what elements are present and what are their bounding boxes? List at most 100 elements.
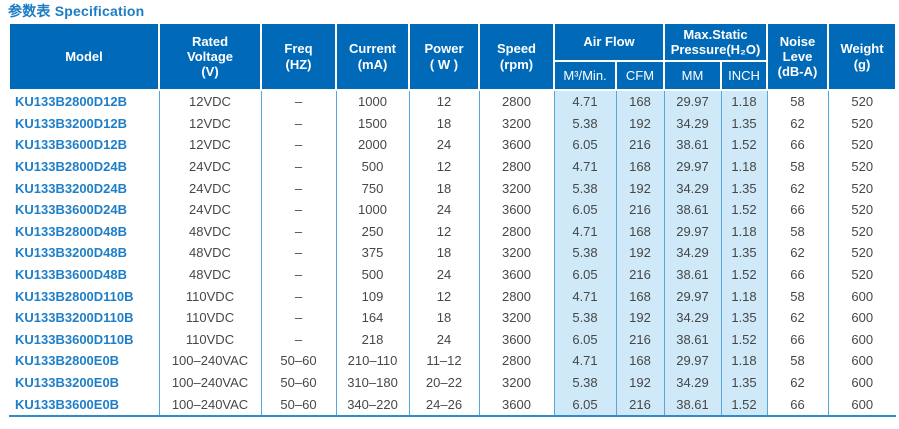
cell-weight: 520 [827, 220, 896, 243]
cell-current: 1000 [335, 198, 409, 221]
cell-freq: – [260, 242, 336, 264]
cell-rated_voltage: 48VDC [158, 242, 261, 264]
cell-noise_level: 62 [766, 177, 828, 199]
cell-model: KU133B2800E0B [15, 353, 120, 369]
cell-power: 18 [408, 112, 479, 135]
cell-weight: 520 [827, 242, 896, 264]
cell-weight: 520 [827, 263, 896, 286]
cell-model: KU133B2800D24B [15, 159, 128, 175]
cell-rated_voltage: 100–240VAC [158, 393, 261, 416]
cell-airflow_cfm: 192 [615, 177, 664, 199]
cell-airflow_m3min: 4.71 [553, 285, 616, 307]
table-row: KU133B2800D12B 12VDC –1000 12 2800 4.71 168 29.… [9, 90, 896, 113]
cell-airflow_m3min: 5.38 [553, 306, 616, 329]
cell-pressure_inch: 1.52 [720, 393, 767, 416]
cell-pressure_inch: 1.18 [720, 90, 767, 113]
cell-noise_level: 62 [766, 306, 828, 329]
cell-weight: 520 [827, 177, 896, 199]
cell-current: 340–220 [335, 393, 409, 416]
cell-rated_voltage: 24VDC [158, 155, 261, 178]
cell-pressure_inch: 1.18 [720, 285, 767, 307]
cell-airflow_cfm: 192 [615, 371, 664, 394]
cell-pressure_mm: 29.97 [663, 285, 721, 307]
cell-power: 20–22 [408, 371, 479, 394]
cell-weight: 520 [827, 112, 896, 135]
table-row: KU133B3600D24B 24VDC –1000 24 3600 6.05 216 38.… [9, 198, 896, 221]
cell-pressure_mm: 38.61 [663, 263, 721, 286]
cell-model: KU133B3200D24B [15, 180, 128, 196]
cell-airflow_cfm: 168 [615, 220, 664, 243]
table-row: KU133B3200E0B 100–240VAC 50–60 310–180 20–22… [9, 371, 896, 394]
col-header-cfm: CFM [615, 60, 665, 91]
table-row: KU133B2800E0B 100–240VAC 50–60 210–110 11–12… [9, 350, 896, 372]
cell-power: 24 [408, 263, 479, 286]
cell-power: 24–26 [408, 393, 479, 416]
cell-freq: – [260, 177, 336, 199]
cell-pressure_mm: 34.29 [663, 242, 721, 264]
cell-pressure_mm: 34.29 [663, 306, 721, 329]
cell-speed: 3200 [478, 242, 554, 264]
cell-freq: – [260, 198, 336, 221]
cell-airflow_m3min: 4.71 [553, 90, 616, 113]
cell-speed: 3600 [478, 328, 554, 351]
cell-power: 18 [408, 242, 479, 264]
cell-noise_level: 58 [766, 285, 828, 307]
spec-table-body: KU133B2800D12B 12VDC –1000 12 2800 4.71 168 29.… [9, 90, 896, 416]
col-header-m3min: M³/Min. [553, 60, 617, 91]
cell-model: KU133B3200D110B [15, 310, 134, 326]
cell-pressure_inch: 1.18 [720, 350, 767, 372]
table-row: KU133B3600D48B 48VDC –500 24 3600 6.05 216 38.6… [9, 263, 896, 286]
cell-pressure_inch: 1.35 [720, 306, 767, 329]
table-row: KU133B3200D12B 12VDC –1500 18 3200 5.38 192 34.… [9, 112, 896, 135]
cell-speed: 3200 [478, 306, 554, 329]
col-header-inch: INCH [720, 60, 768, 91]
header-row-main: Model Rated Voltage (V) Freq (HZ) Curren… [8, 22, 897, 91]
cell-pressure_mm: 29.97 [663, 90, 721, 113]
cell-airflow_m3min: 6.05 [553, 393, 616, 416]
cell-airflow_m3min: 4.71 [553, 350, 616, 372]
cell-speed: 3600 [478, 263, 554, 286]
table-header: Model Rated Voltage (V) Freq (HZ) Curren… [8, 22, 897, 91]
cell-speed: 2800 [478, 350, 554, 372]
specification-table: Model Rated Voltage (V) Freq (HZ) Curren… [8, 22, 897, 417]
cell-noise_level: 58 [766, 350, 828, 372]
cell-noise_level: 62 [766, 371, 828, 394]
cell-model: KU133B3600D24B [15, 202, 128, 218]
cell-airflow_cfm: 216 [615, 198, 664, 221]
col-header-speed: Speed (rpm) [478, 22, 555, 91]
cell-current: 250 [335, 220, 409, 243]
col-header-current: Current (mA) [335, 22, 410, 91]
cell-speed: 2800 [478, 155, 554, 178]
cell-weight: 600 [827, 350, 896, 372]
cell-pressure_inch: 1.52 [720, 134, 767, 156]
cell-pressure_mm: 38.61 [663, 134, 721, 156]
col-header-air-flow: Air Flow [553, 22, 665, 62]
cell-pressure_mm: 38.61 [663, 393, 721, 416]
cell-pressure_mm: 38.61 [663, 328, 721, 351]
col-header-static-pressure: Max.Static Pressure(H₂O) [663, 22, 768, 62]
cell-freq: – [260, 306, 336, 329]
cell-noise_level: 66 [766, 328, 828, 351]
cell-current: 375 [335, 242, 409, 264]
cell-speed: 3200 [478, 371, 554, 394]
cell-freq: – [260, 263, 336, 286]
cell-weight: 600 [827, 328, 896, 351]
header-row-sub: M³/Min. CFM MM INCH [9, 60, 896, 91]
table-row: KU133B2800D110B 110VDC –109 12 2800 4.71 168 29… [9, 285, 896, 307]
cell-model: KU133B2800D48B [15, 223, 128, 239]
cell-rated_voltage: 48VDC [158, 263, 261, 286]
cell-power: 24 [408, 198, 479, 221]
cell-power: 11–12 [408, 350, 479, 372]
cell-airflow_cfm: 192 [615, 306, 664, 329]
cell-current: 310–180 [335, 371, 409, 394]
cell-airflow_cfm: 216 [615, 263, 664, 286]
cell-power: 24 [408, 134, 479, 156]
cell-weight: 520 [827, 90, 896, 113]
cell-model: KU133B3600E0B [15, 396, 120, 412]
cell-noise_level: 66 [766, 393, 828, 416]
cell-weight: 520 [827, 155, 896, 178]
cell-freq: – [260, 328, 336, 351]
cell-noise_level: 62 [766, 242, 828, 264]
cell-model: KU133B3600D48B [15, 267, 128, 283]
col-header-rated-voltage: Rated Voltage (V) [158, 22, 262, 91]
